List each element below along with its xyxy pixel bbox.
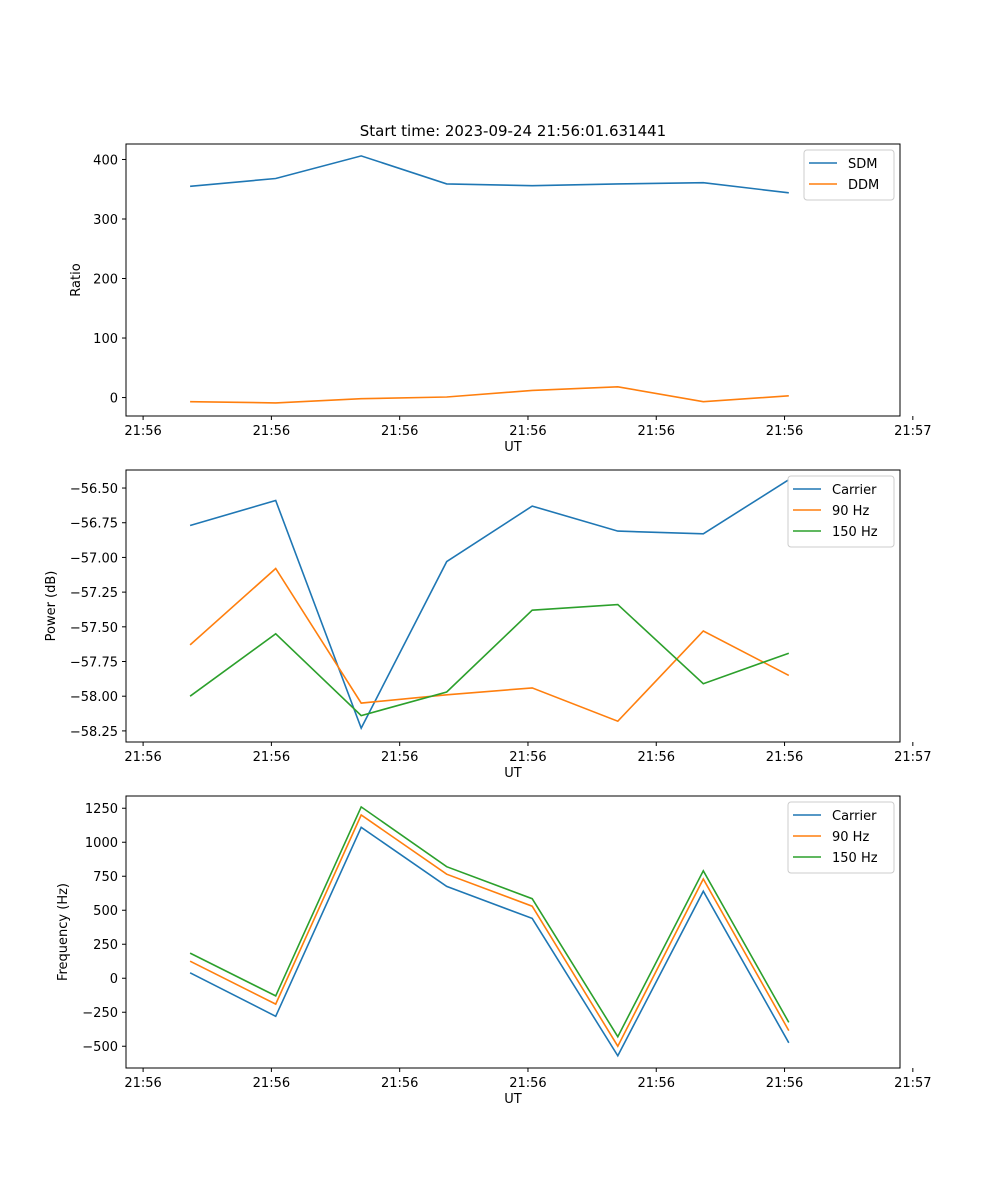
figure-title: Start time: 2023-09-24 21:56:01.631441 xyxy=(360,122,666,140)
x-tick-label: 21:56 xyxy=(124,424,161,439)
series-line-90-hz xyxy=(189,813,790,1048)
subplot-3: 21:56 21:56 21:56 21:56 21:56 21:56 21:57 −500 −… xyxy=(56,795,932,1107)
y-tick-label: −57.25 xyxy=(70,586,118,601)
y-tick-label: −58.25 xyxy=(70,725,118,740)
x-tick-label: 21:56 xyxy=(381,750,418,765)
series-line-150-hz xyxy=(189,805,790,1039)
subplots: 21:56 21:56 21:56 21:56 21:56 21:56 21:57 0 100 2… xyxy=(44,143,932,1107)
y-tick-label: 1250 xyxy=(85,802,118,817)
legend: SDM DDM xyxy=(803,149,895,201)
x-tick-label: 21:56 xyxy=(509,1076,546,1091)
legend-box xyxy=(787,801,895,874)
x-tick-label: 21:56 xyxy=(509,424,546,439)
x-tick-label: 21:56 xyxy=(253,750,290,765)
legend-label: SDM xyxy=(848,157,877,172)
y-axis-label: Frequency (Hz) xyxy=(56,883,71,981)
x-tick-label: 21:56 xyxy=(124,750,161,765)
y-tick-label: −250 xyxy=(82,1006,118,1021)
y-tick-label: 750 xyxy=(93,870,118,885)
legend-box xyxy=(787,475,895,548)
series-line-90-hz xyxy=(189,567,790,723)
legend-label: 150 Hz xyxy=(832,525,878,540)
legend-label: Carrier xyxy=(832,483,877,498)
y-tick-label: −58.00 xyxy=(70,690,118,705)
y-tick-label: 1000 xyxy=(85,836,118,851)
y-tick-label: 300 xyxy=(93,213,118,228)
y-tick-label: 100 xyxy=(93,332,118,347)
y-tick-label: 200 xyxy=(93,273,118,288)
x-tick-label: 21:56 xyxy=(766,1076,803,1091)
subplot-1: 21:56 21:56 21:56 21:56 21:56 21:56 21:57 0 100 2… xyxy=(69,143,932,455)
y-tick-label: −57.75 xyxy=(70,656,118,671)
x-tick-label: 21:56 xyxy=(124,1076,161,1091)
x-axis-label: UT xyxy=(504,766,522,781)
y-axis-label: Power (dB) xyxy=(44,571,59,642)
x-tick-label: 21:57 xyxy=(894,750,931,765)
series-line-ddm xyxy=(190,385,789,404)
legend-label: Carrier xyxy=(832,809,877,824)
legend-label: 150 Hz xyxy=(832,851,878,866)
subplot-2: 21:56 21:56 21:56 21:56 21:56 21:56 21:57 −58.2… xyxy=(44,469,932,781)
x-tick-label: 21:56 xyxy=(766,750,803,765)
y-tick-label: −56.50 xyxy=(70,482,118,497)
legend-label: DDM xyxy=(848,178,879,193)
y-axis-label: Ratio xyxy=(69,263,84,296)
series-line-150-hz xyxy=(189,603,790,717)
legend: Carrier 90 Hz 150 Hz xyxy=(787,475,895,548)
x-tick-label: 21:56 xyxy=(766,424,803,439)
axes-frame xyxy=(125,795,901,1069)
x-tick-label: 21:56 xyxy=(381,424,418,439)
legend-label: 90 Hz xyxy=(832,504,869,519)
series-line-carrier xyxy=(189,826,790,1058)
x-tick-label: 21:56 xyxy=(253,1076,290,1091)
y-tick-label: 400 xyxy=(93,153,118,168)
series-line-sdm xyxy=(190,155,789,194)
legend-label: 90 Hz xyxy=(832,830,869,845)
y-tick-label: −57.00 xyxy=(70,551,118,566)
x-tick-label: 21:56 xyxy=(638,1076,675,1091)
x-tick-label: 21:56 xyxy=(638,424,675,439)
x-tick-label: 21:56 xyxy=(253,424,290,439)
y-tick-label: 250 xyxy=(93,938,118,953)
axes-frame xyxy=(125,469,901,743)
x-tick-label: 21:57 xyxy=(894,424,931,439)
x-axis-label: UT xyxy=(504,1092,522,1107)
y-tick-label: 500 xyxy=(93,904,118,919)
y-tick-label: −500 xyxy=(82,1040,118,1055)
y-tick-label: 0 xyxy=(110,972,118,987)
x-axis-label: UT xyxy=(504,440,522,455)
legend: Carrier 90 Hz 150 Hz xyxy=(787,801,895,874)
y-tick-label: −56.75 xyxy=(70,517,118,532)
y-tick-label: 0 xyxy=(110,392,118,407)
x-tick-label: 21:56 xyxy=(509,750,546,765)
x-tick-label: 21:57 xyxy=(894,1076,931,1091)
y-tick-label: −57.50 xyxy=(70,621,118,636)
axes-frame xyxy=(125,143,901,417)
series-line-carrier xyxy=(189,479,790,731)
x-tick-label: 21:56 xyxy=(638,750,675,765)
x-tick-label: 21:56 xyxy=(381,1076,418,1091)
